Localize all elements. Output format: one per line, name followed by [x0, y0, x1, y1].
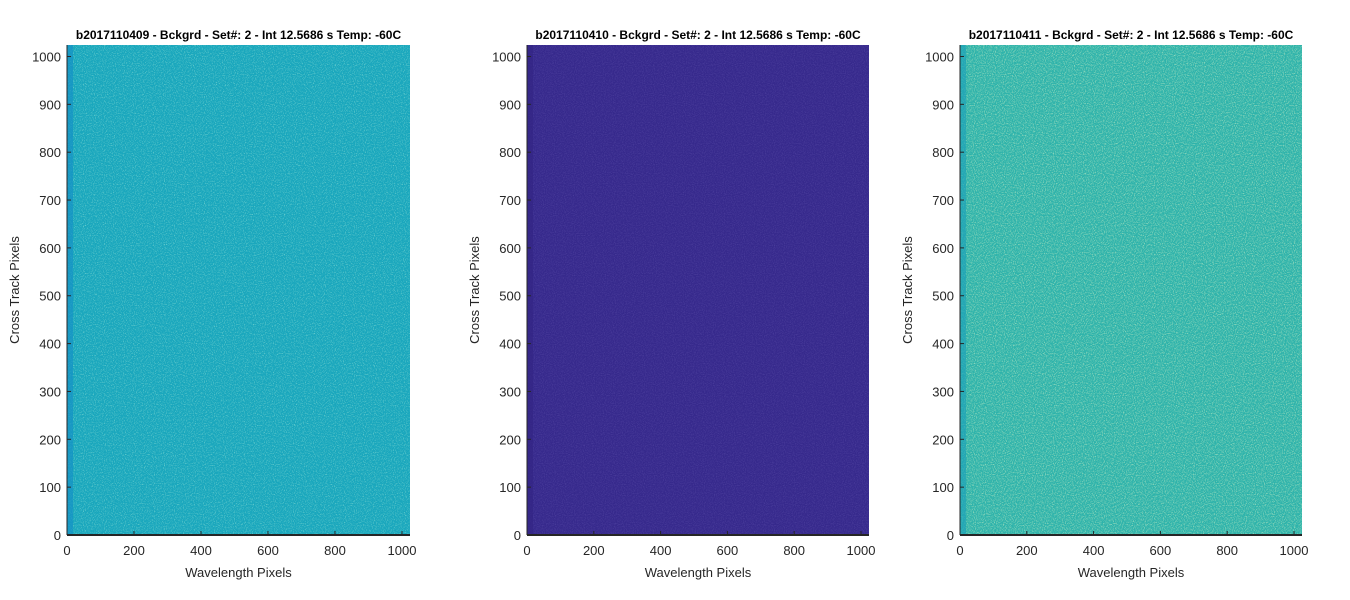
y-tick-label: 800 [932, 145, 954, 160]
y-axis-label: Cross Track Pixels [900, 236, 915, 344]
y-tick-label: 200 [39, 432, 61, 447]
x-tick-label: 800 [324, 543, 346, 558]
x-tick-label: 1000 [388, 543, 417, 558]
x-tick-label: 0 [523, 543, 530, 558]
x-tick-label: 200 [583, 543, 605, 558]
x-tick-label: 1000 [1280, 543, 1309, 558]
y-tick-label: 100 [932, 480, 954, 495]
y-tick-label: 900 [499, 97, 521, 112]
y-tick-label: 200 [932, 432, 954, 447]
y-tick-label: 1000 [32, 49, 61, 64]
y-tick-label: 800 [499, 145, 521, 160]
x-tick-label: 200 [1016, 543, 1038, 558]
y-axis-label: Cross Track Pixels [467, 236, 482, 344]
y-tick-label: 200 [499, 432, 521, 447]
y-tick-label: 800 [39, 145, 61, 160]
y-tick-label: 400 [39, 337, 61, 352]
y-tick-label: 700 [39, 193, 61, 208]
heatmap-edge-band [67, 45, 73, 535]
x-tick-label: 200 [123, 543, 145, 558]
y-tick-label: 1000 [925, 49, 954, 64]
heatmap-noise [67, 45, 410, 535]
y-tick-label: 100 [39, 480, 61, 495]
y-tick-label: 300 [39, 384, 61, 399]
x-tick-label: 800 [1216, 543, 1238, 558]
heatmap-noise [960, 45, 1302, 535]
y-tick-label: 0 [54, 528, 61, 543]
x-tick-label: 400 [190, 543, 212, 558]
x-tick-label: 600 [1150, 543, 1172, 558]
y-tick-label: 700 [499, 193, 521, 208]
x-axis-label: Wavelength Pixels [1078, 565, 1185, 580]
heatmap-noise [527, 45, 869, 535]
heatmap-edge-band [527, 45, 533, 535]
x-tick-label: 600 [257, 543, 279, 558]
x-tick-label: 400 [650, 543, 672, 558]
y-tick-label: 600 [932, 241, 954, 256]
y-tick-label: 300 [932, 384, 954, 399]
y-tick-label: 600 [499, 241, 521, 256]
y-tick-label: 500 [499, 289, 521, 304]
x-tick-label: 1000 [847, 543, 876, 558]
y-tick-label: 0 [947, 528, 954, 543]
y-tick-label: 900 [932, 97, 954, 112]
heatmap-edge-band [960, 45, 966, 535]
y-tick-label: 100 [499, 480, 521, 495]
x-axis-label: Wavelength Pixels [645, 565, 752, 580]
y-tick-label: 1000 [492, 49, 521, 64]
x-tick-label: 600 [717, 543, 739, 558]
heatmap-panel-2: b2017110410 - Bckgrd - Set#: 2 - Int 12.… [467, 28, 875, 580]
y-tick-label: 500 [932, 289, 954, 304]
y-tick-label: 700 [932, 193, 954, 208]
x-tick-label: 0 [956, 543, 963, 558]
x-tick-label: 800 [783, 543, 805, 558]
y-tick-label: 400 [932, 337, 954, 352]
chart-title: b2017110411 - Bckgrd - Set#: 2 - Int 12.… [969, 28, 1294, 42]
y-tick-label: 600 [39, 241, 61, 256]
y-tick-label: 300 [499, 384, 521, 399]
y-tick-label: 500 [39, 289, 61, 304]
y-tick-label: 400 [499, 337, 521, 352]
heatmap-panel-1: b2017110409 - Bckgrd - Set#: 2 - Int 12.… [7, 28, 416, 580]
chart-title: b2017110409 - Bckgrd - Set#: 2 - Int 12.… [76, 28, 402, 42]
x-tick-label: 400 [1083, 543, 1105, 558]
x-tick-label: 0 [63, 543, 70, 558]
x-axis-label: Wavelength Pixels [185, 565, 292, 580]
y-tick-label: 900 [39, 97, 61, 112]
y-tick-label: 0 [514, 528, 521, 543]
heatmap-panel-3: b2017110411 - Bckgrd - Set#: 2 - Int 12.… [900, 28, 1308, 580]
y-axis-label: Cross Track Pixels [7, 236, 22, 344]
chart-title: b2017110410 - Bckgrd - Set#: 2 - Int 12.… [535, 28, 861, 42]
